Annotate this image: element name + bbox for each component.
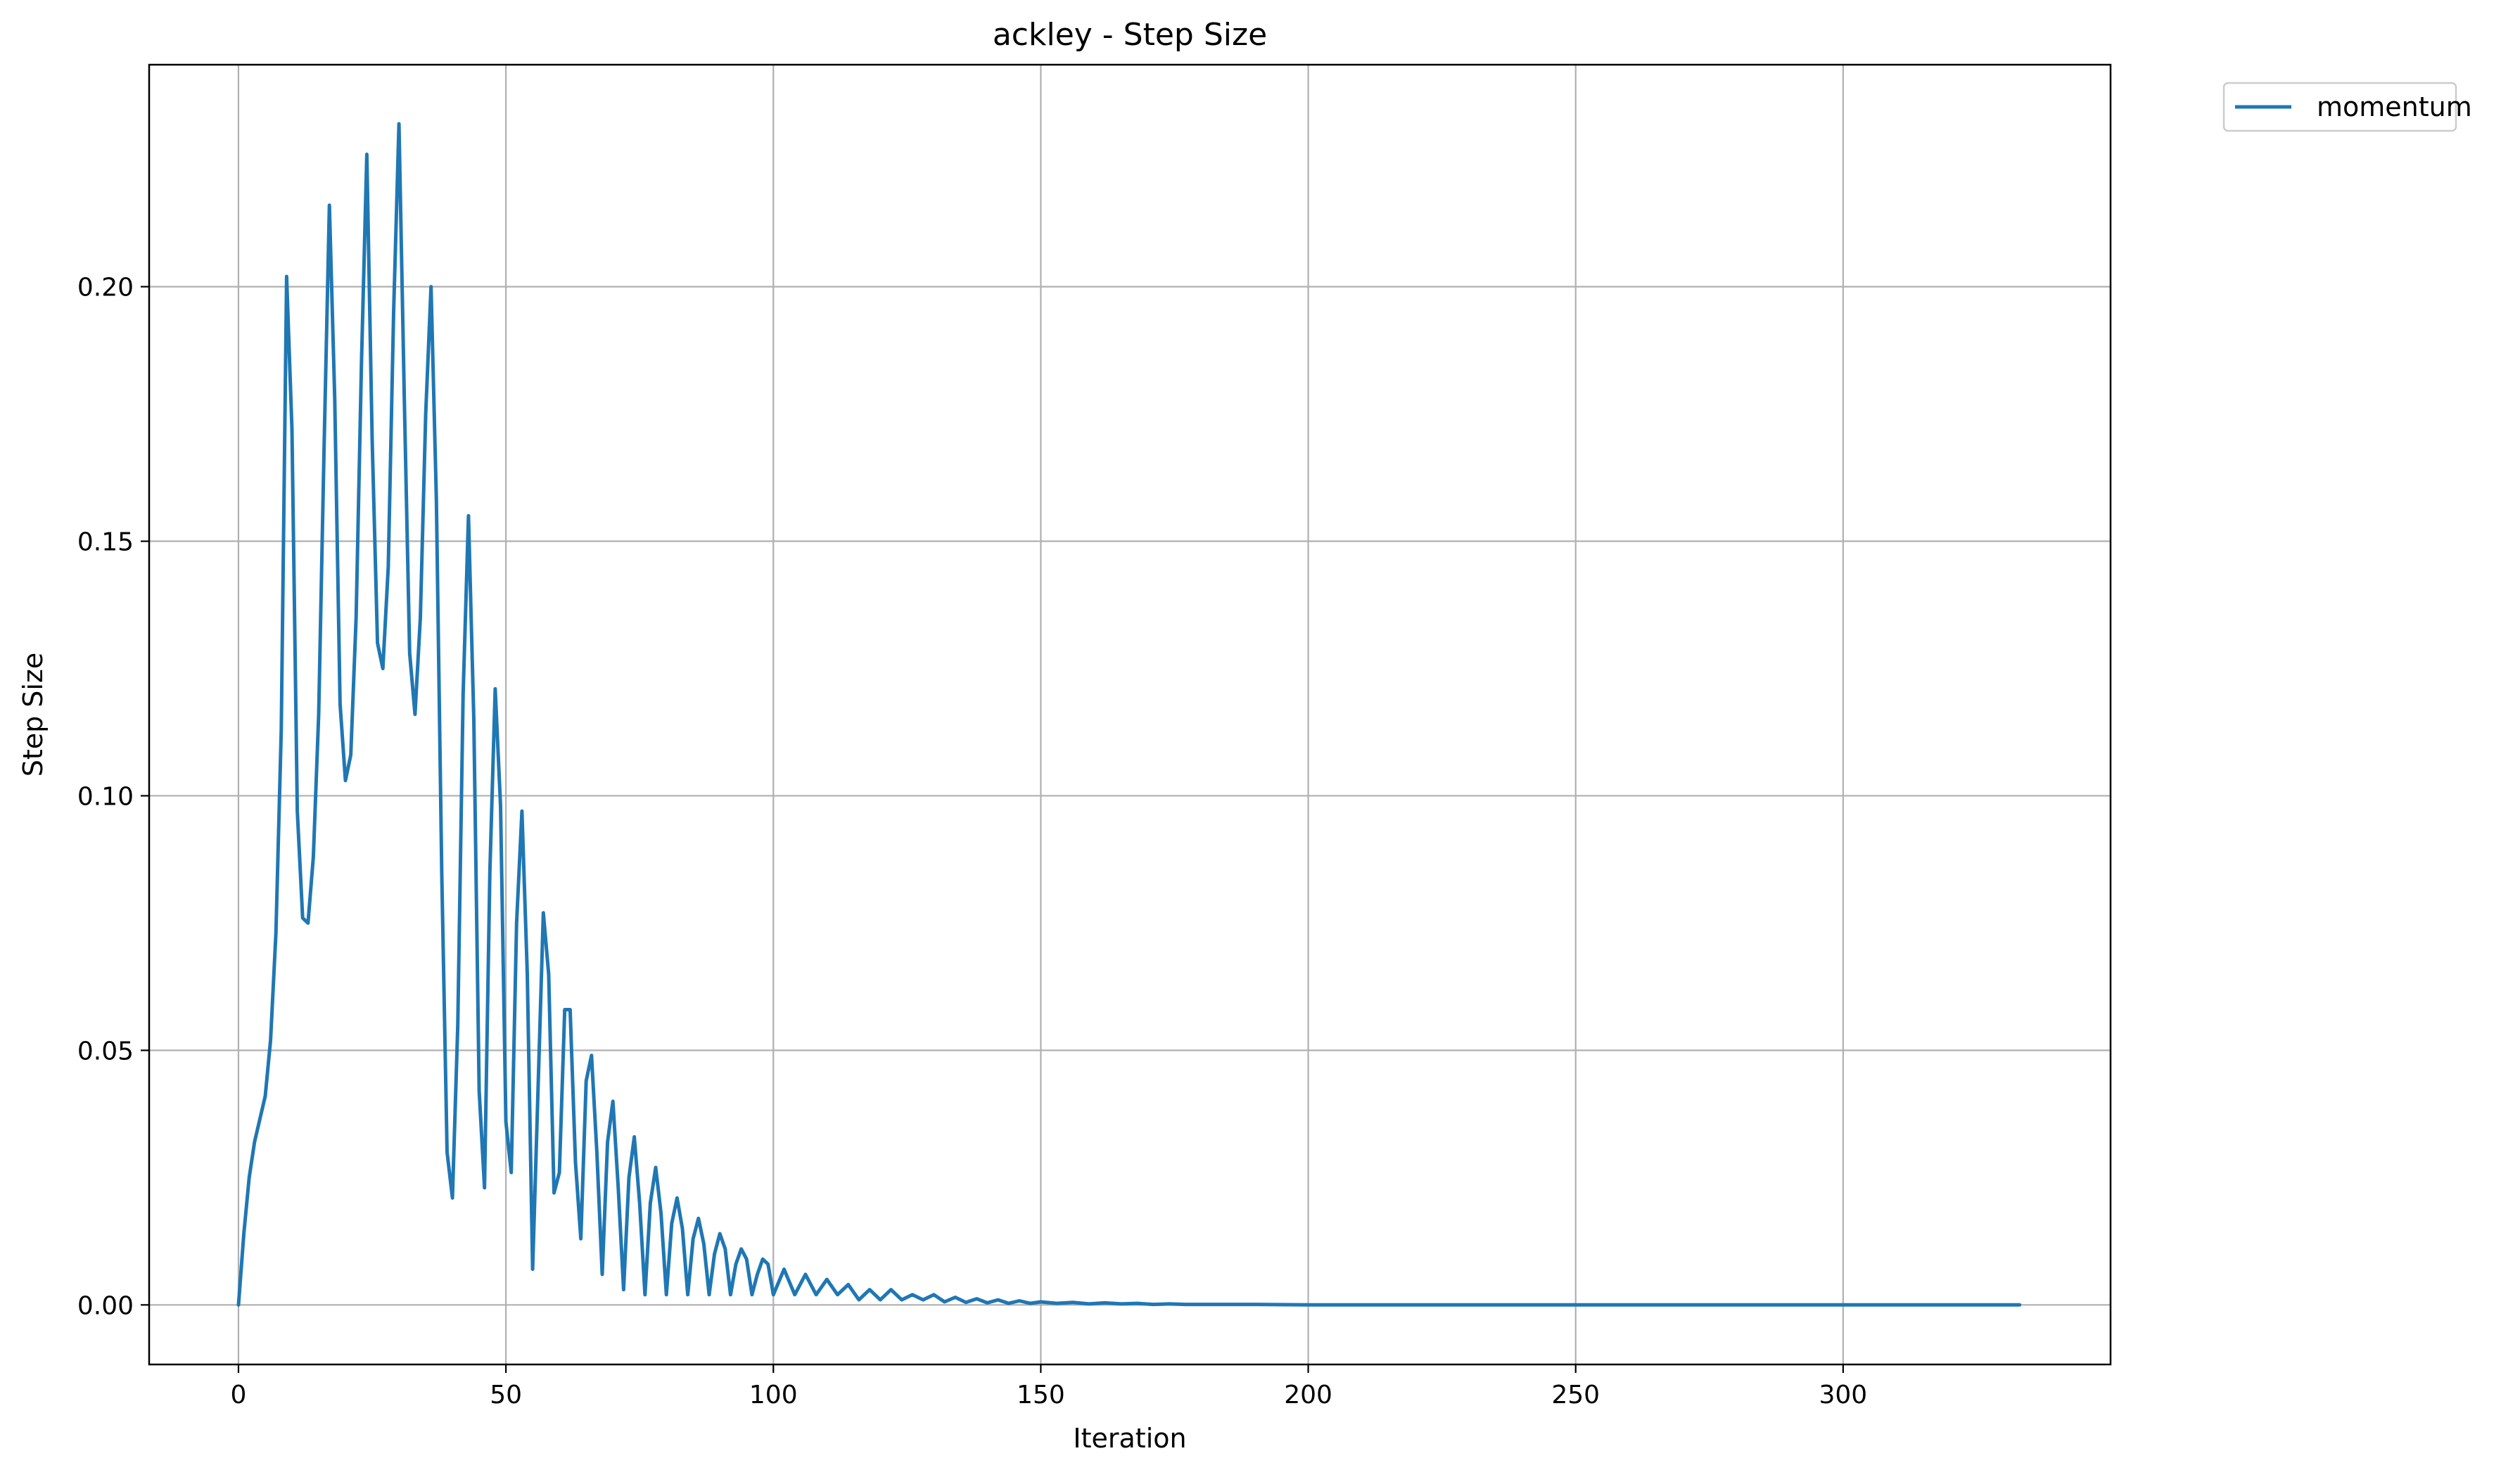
chart-title: ackley - Step Size: [993, 17, 1267, 53]
y-axis: 0.00 0.05 0.10 0.15 0.20: [77, 274, 149, 1320]
x-tick-label: 300: [1819, 1381, 1867, 1409]
y-tick-label: 0.00: [77, 1291, 134, 1320]
x-tick-label: 250: [1551, 1381, 1600, 1409]
x-tick-label: 50: [490, 1381, 522, 1409]
y-tick-label: 0.15: [77, 528, 134, 557]
series-layer: [236, 122, 2022, 1307]
plot-frame: [148, 63, 2112, 1366]
legend-label-momentum: momentum: [2317, 91, 2472, 122]
x-axis-title: Iteration: [1073, 1423, 1186, 1454]
x-tick-label: 150: [1017, 1381, 1065, 1409]
y-tick-label: 0.20: [77, 274, 134, 302]
series-line-momentum: [236, 122, 2022, 1307]
legend-box: [2222, 82, 2457, 132]
legend: momentum: [2222, 82, 2472, 132]
y-tick-label: 0.10: [77, 782, 134, 811]
y-tick-label: 0.05: [77, 1037, 134, 1066]
x-axis: 0 50 100 150 200 250 300: [231, 1364, 1867, 1409]
grid: [149, 65, 2111, 1364]
x-tick-label: 200: [1284, 1381, 1332, 1409]
x-tick-label: 100: [749, 1381, 798, 1409]
y-axis-title: Step Size: [18, 653, 49, 777]
x-tick-label: 0: [231, 1381, 247, 1409]
